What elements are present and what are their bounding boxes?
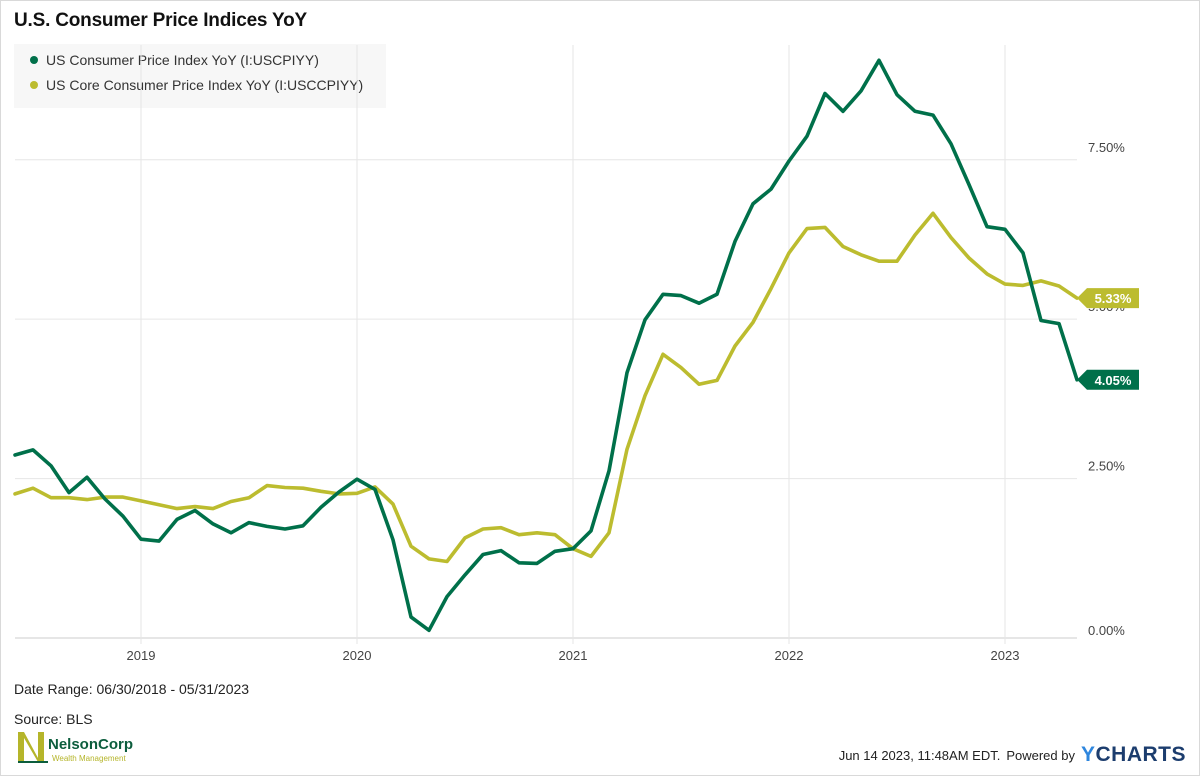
- y-tick-label: 7.50%: [1088, 140, 1125, 155]
- x-tick-label: 2020: [343, 648, 372, 663]
- legend-item-cpi[interactable]: US Consumer Price Index YoY (I:USCPIYY): [30, 52, 319, 68]
- ycharts-logo[interactable]: YCHARTS: [1080, 743, 1186, 766]
- legend-item-core-cpi[interactable]: US Core Consumer Price Index YoY (I:USCC…: [30, 77, 363, 93]
- end-value-labels: 4.05% 5.33%: [1077, 288, 1139, 390]
- end-label-flag: [1077, 369, 1139, 390]
- series-lines: [13, 58, 1079, 633]
- series-line-0: [13, 58, 1079, 633]
- end-label-flag: [1077, 288, 1139, 309]
- end-label-1: 5.33%: [1077, 288, 1139, 309]
- legend-label-cpi: US Consumer Price Index YoY (I:USCPIYY): [46, 52, 319, 68]
- footer-stamp: Jun 14 2023, 11:48AM EDT. Powered by YCH…: [839, 743, 1186, 767]
- logo-tagline: Wealth Management: [52, 754, 126, 763]
- end-label-0: 4.05%: [1077, 369, 1139, 390]
- x-tick-labels: 2019 2020 2021 2022 2023: [127, 648, 1020, 663]
- powered-by: Powered by: [1006, 747, 1075, 763]
- source-label: Source: BLS: [14, 711, 93, 727]
- timestamp: Jun 14 2023, 11:48AM EDT.: [838, 747, 1001, 763]
- date-range: Date Range: 06/30/2018 - 05/31/2023: [14, 681, 250, 697]
- y-tick-labels: 0.00%2.50%5.00%7.50%: [1088, 140, 1125, 638]
- grid-lines: [15, 45, 1077, 644]
- end-label-text: 4.05%: [1095, 373, 1132, 388]
- legend-dot-core-cpi-icon: [30, 81, 38, 89]
- legend-label-core-cpi: US Core Consumer Price Index YoY (I:USCC…: [46, 77, 364, 93]
- x-tick-label: 2021: [559, 648, 588, 663]
- logo-name: NelsonCorp: [48, 736, 133, 753]
- x-tick-label: 2022: [775, 648, 804, 663]
- nelsoncorp-logo: NelsonCorp Wealth Management: [18, 732, 133, 763]
- chart-title: U.S. Consumer Price Indices YoY: [14, 10, 307, 31]
- y-tick-label: 2.50%: [1088, 459, 1125, 474]
- legend: US Consumer Price Index YoY (I:USCPIYY) …: [14, 44, 386, 108]
- series-line-1: [13, 211, 1079, 564]
- legend-dot-cpi-icon: [30, 56, 38, 64]
- y-tick-label: 0.00%: [1088, 623, 1125, 638]
- chart-plot: 0.00%2.50%5.00%7.50% 2019202020212022202…: [13, 45, 1139, 663]
- x-tick-label: 2019: [127, 648, 156, 663]
- end-label-text: 5.33%: [1095, 291, 1132, 306]
- x-tick-label: 2023: [991, 648, 1020, 663]
